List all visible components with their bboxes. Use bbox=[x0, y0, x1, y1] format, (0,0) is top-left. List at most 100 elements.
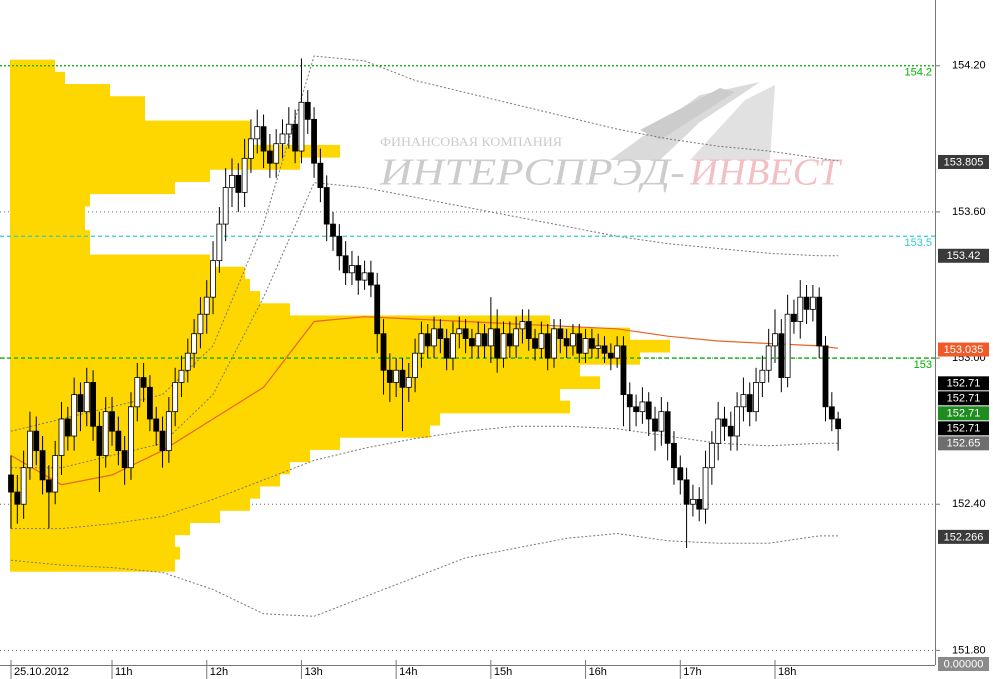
candle-body bbox=[588, 338, 595, 349]
profile-bar bbox=[10, 437, 340, 450]
profile-bar bbox=[10, 71, 65, 85]
candle-body bbox=[367, 272, 374, 286]
candle-body bbox=[563, 338, 570, 347]
candle-body bbox=[633, 406, 639, 413]
candle-body bbox=[71, 394, 78, 437]
profile-bar bbox=[10, 132, 250, 146]
candle-body bbox=[355, 265, 362, 281]
price-label-box bbox=[938, 391, 989, 406]
x-tick-label: 17h bbox=[683, 666, 701, 678]
candle-body bbox=[639, 401, 646, 413]
candle-body bbox=[418, 333, 425, 354]
candle-body bbox=[380, 333, 387, 371]
profile-bar bbox=[10, 278, 250, 292]
price-label: 152.65 bbox=[947, 438, 981, 450]
price-label-box bbox=[938, 376, 989, 391]
logo-shape bbox=[690, 85, 775, 160]
profile-bar bbox=[10, 376, 600, 390]
profile-bar bbox=[10, 364, 580, 377]
profile-bar bbox=[10, 157, 300, 170]
candle-body bbox=[570, 333, 576, 347]
profile-bar bbox=[10, 291, 260, 304]
candle-body bbox=[809, 296, 816, 310]
candle-body bbox=[235, 174, 242, 193]
candle-body bbox=[128, 406, 134, 469]
candle-body bbox=[323, 187, 330, 225]
profile-bar bbox=[10, 510, 220, 523]
indicator-line bbox=[11, 182, 839, 469]
candle-body bbox=[791, 313, 797, 322]
profile-bar bbox=[10, 169, 210, 182]
candle-body bbox=[475, 333, 482, 347]
candle-body bbox=[304, 101, 311, 120]
candle-body bbox=[626, 394, 633, 408]
candle-body bbox=[393, 369, 400, 383]
candle-body bbox=[822, 345, 829, 408]
candle-body bbox=[8, 474, 14, 493]
candle-body bbox=[582, 338, 589, 354]
candle-body bbox=[27, 430, 33, 469]
y-tick-label: 152.40 bbox=[952, 498, 986, 510]
candle-body bbox=[431, 328, 437, 347]
candle-body bbox=[336, 235, 343, 257]
candle-body bbox=[443, 338, 450, 359]
candle-body bbox=[374, 284, 381, 335]
candle-body bbox=[601, 345, 608, 354]
candle-body bbox=[285, 123, 292, 135]
candle-body bbox=[740, 394, 747, 408]
profile-bar bbox=[10, 327, 630, 341]
candle-body bbox=[734, 406, 741, 437]
candle-body bbox=[450, 333, 456, 359]
candle-body bbox=[753, 382, 759, 413]
level-label: 154.2 bbox=[904, 67, 932, 79]
price-label: 152.71 bbox=[947, 393, 981, 405]
profile-bar bbox=[10, 242, 90, 256]
y-tick-label: 151.80 bbox=[952, 644, 986, 656]
candle-body bbox=[229, 174, 235, 188]
price-label-box bbox=[938, 154, 989, 169]
candle-body bbox=[607, 352, 614, 359]
candle-body bbox=[14, 491, 21, 505]
candle-body bbox=[664, 411, 671, 444]
candle-body bbox=[677, 467, 684, 481]
price-label-box bbox=[938, 657, 989, 671]
profile-bar bbox=[10, 120, 250, 134]
candle-body bbox=[191, 333, 198, 354]
logo-shape bbox=[640, 88, 735, 140]
candle-body bbox=[273, 143, 280, 164]
candle-body bbox=[816, 296, 823, 347]
candle-body bbox=[683, 479, 690, 505]
candle-body bbox=[165, 411, 172, 452]
price-label: 152.71 bbox=[947, 423, 981, 435]
candle-body bbox=[248, 138, 254, 159]
candle-body bbox=[494, 328, 501, 359]
candle-body bbox=[557, 328, 564, 339]
level-label: 153.5 bbox=[904, 237, 932, 249]
x-tick-label: 14h bbox=[399, 666, 417, 678]
price-labels: 153.805 153.42 153.035 152.71 152.71 152.71 15… bbox=[938, 154, 989, 671]
price-label-box bbox=[938, 436, 989, 451]
candle-body bbox=[311, 118, 317, 164]
x-tick-label: 18h bbox=[778, 666, 796, 678]
price-label-box bbox=[938, 406, 989, 421]
candle-body bbox=[115, 430, 122, 452]
profile-bar bbox=[10, 473, 280, 487]
profile-bar bbox=[10, 144, 340, 158]
candle-body bbox=[765, 345, 772, 371]
y-tick-label: 154.20 bbox=[952, 60, 986, 72]
candle-body bbox=[469, 338, 475, 347]
watermark-name: ИНВЕСТ bbox=[689, 152, 843, 194]
candle-body bbox=[134, 377, 141, 408]
profile-bar bbox=[10, 546, 180, 560]
profile-bar bbox=[10, 218, 85, 231]
candle-body bbox=[361, 272, 368, 281]
price-label: 152.71 bbox=[947, 378, 981, 390]
candle-body bbox=[690, 498, 696, 505]
indicator-line bbox=[10, 55, 839, 432]
volume-profile bbox=[10, 59, 670, 572]
candle-body bbox=[45, 479, 52, 493]
candle-body bbox=[317, 162, 324, 188]
profile-bar bbox=[10, 266, 245, 280]
